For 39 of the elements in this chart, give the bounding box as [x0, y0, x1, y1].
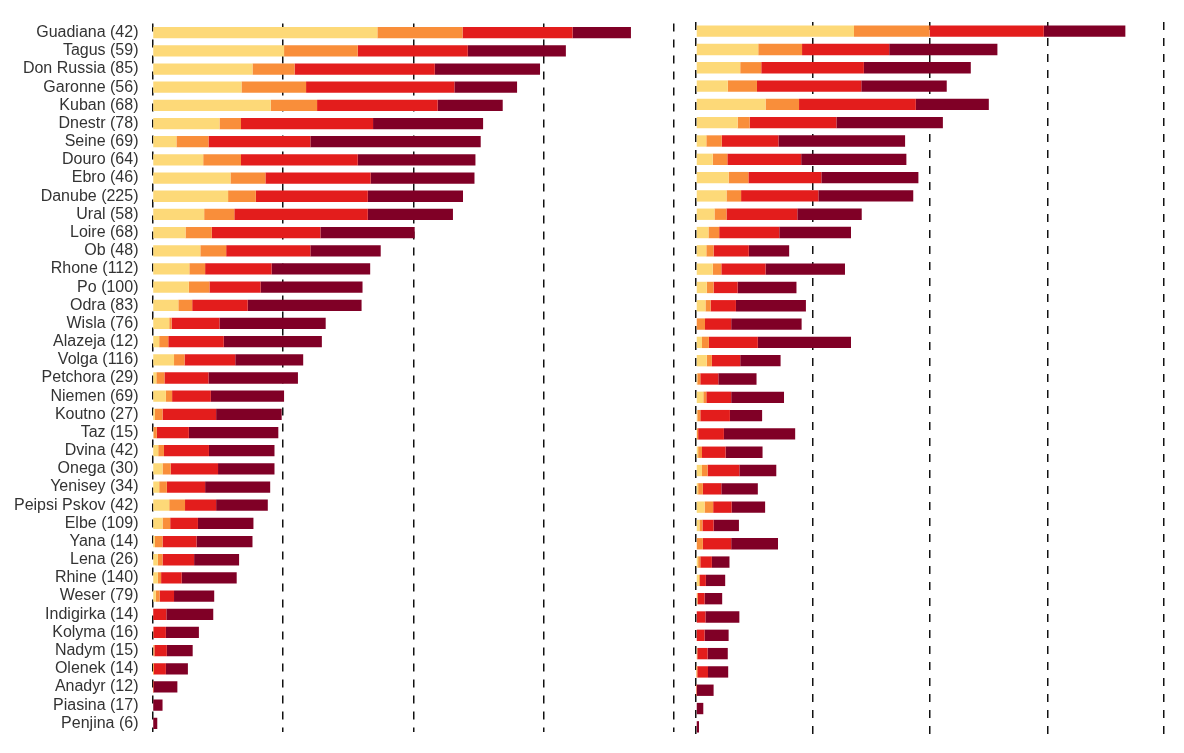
y-tick-label: Garonne (56): [43, 77, 139, 95]
y-tick-label: Niemen (69): [50, 386, 139, 404]
y-tick-label: Lena (26): [69, 550, 139, 568]
y-tick-label: Kolyma (16): [52, 622, 139, 640]
y-tick-label: Penjina (6): [61, 713, 139, 731]
y-tick-label: Taz (15): [80, 422, 139, 440]
y-tick-label: Rhine (140): [54, 568, 139, 586]
y-tick-label: Kuban (68): [59, 95, 139, 113]
y-tick-label: Petchora (29): [41, 368, 139, 386]
y-tick-label: Yana (14): [69, 531, 139, 549]
y-tick-label: Seine (69): [64, 132, 139, 150]
y-tick-label: Koutno (27): [54, 404, 139, 422]
y-tick-label: Volga (116): [57, 350, 139, 368]
y-tick-label: Alazeja (12): [53, 332, 139, 350]
y-tick-label: Ob (48): [84, 241, 139, 259]
y-tick-label: Douro (64): [62, 150, 139, 168]
y-tick-label: Loire (68): [70, 223, 139, 241]
y-tick-label: Elbe (109): [64, 513, 139, 531]
y-tick-label: Yenisey (34): [50, 477, 139, 495]
y-tick-label: Wisla (76): [66, 313, 139, 331]
y-tick-label: Dnestr (78): [58, 113, 139, 131]
y-tick-label: Ebro (46): [71, 168, 139, 186]
y-tick-label: Anadyr (12): [54, 677, 139, 695]
y-tick-label: Piasina (17): [53, 695, 139, 713]
y-tick-label: Dvina (42): [64, 441, 139, 459]
y-tick-label: Rhone (112): [50, 259, 139, 277]
y-tick-label: Don Russia (85): [22, 59, 139, 77]
y-tick-label: Danube (225): [40, 186, 139, 204]
y-tick-label: Ural (58): [76, 204, 139, 222]
y-tick-label: Nadym (15): [54, 641, 139, 659]
y-tick-label: Weser (79): [59, 586, 139, 604]
y-tick-label: Peipsi Pskov (42): [13, 495, 139, 513]
y-tick-label: Olenek (14): [54, 659, 139, 677]
y-tick-label: Tagus (59): [62, 41, 139, 59]
y-tick-label: Indigirka (14): [45, 604, 139, 622]
y-tick-label: Onega (30): [57, 459, 139, 477]
y-tick-label: Odra (83): [70, 295, 139, 313]
y-tick-label: Po (100): [77, 277, 139, 295]
y-tick-label: Guadiana (42): [36, 23, 139, 41]
